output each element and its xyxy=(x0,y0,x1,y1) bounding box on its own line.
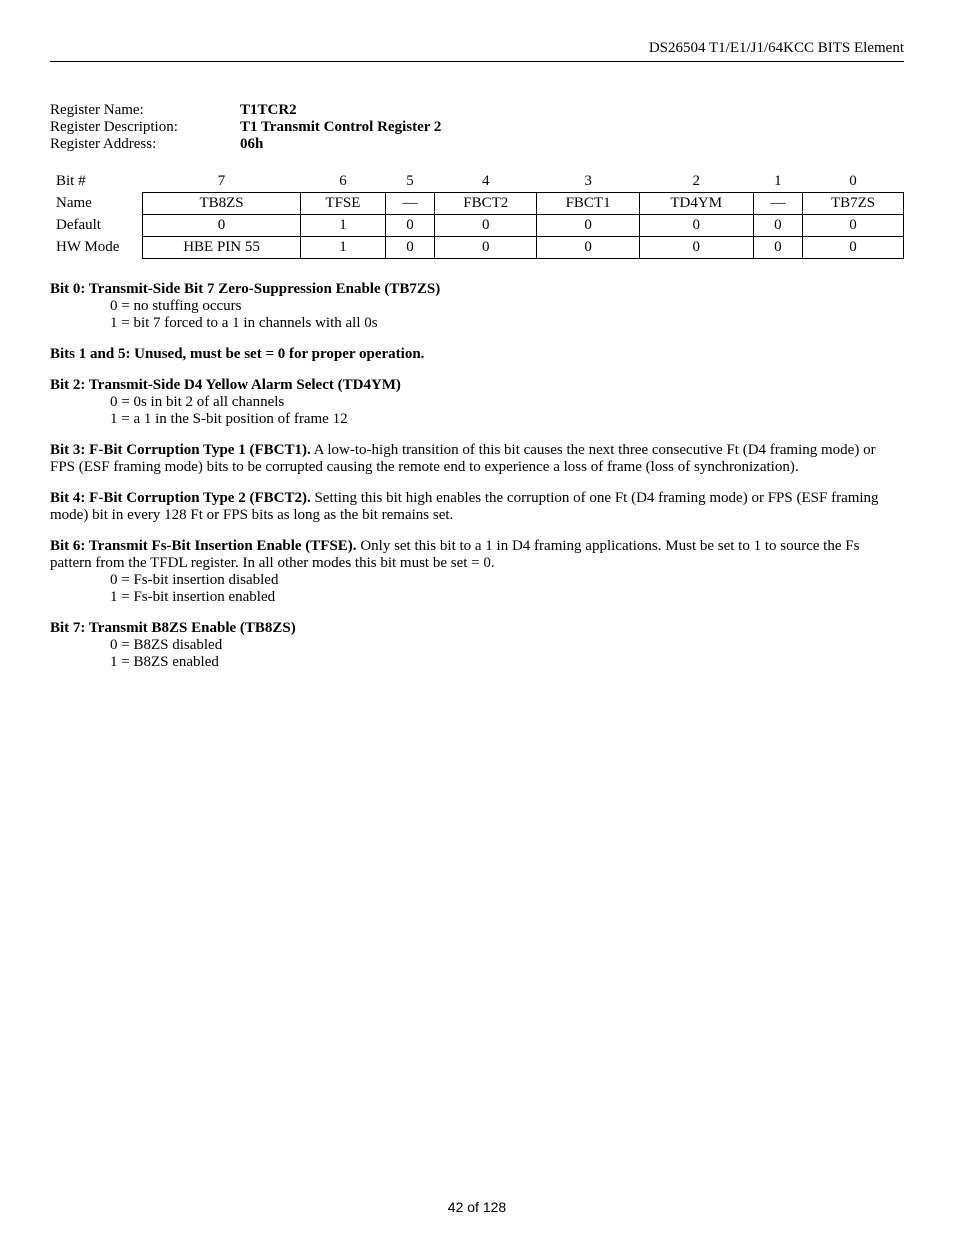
bit-default: 0 xyxy=(753,215,802,237)
bit-default: 0 xyxy=(435,215,537,237)
bit7-title: Bit 7: Transmit B8ZS Enable (TB8ZS) xyxy=(50,620,904,637)
bit-name: FBCT2 xyxy=(435,193,537,215)
bit3-desc: Bit 3: F-Bit Corruption Type 1 (FBCT1). … xyxy=(50,442,904,476)
bit15-desc: Bits 1 and 5: Unused, must be set = 0 fo… xyxy=(50,346,904,363)
bit-name: FBCT1 xyxy=(537,193,639,215)
bit-name: TFSE xyxy=(301,193,386,215)
bit-name: TB8ZS xyxy=(143,193,301,215)
bit7-v1: 1 = B8ZS enabled xyxy=(110,654,904,671)
reg-name-label: Register Name: xyxy=(50,102,240,119)
reg-desc-value: T1 Transmit Control Register 2 xyxy=(240,119,441,136)
table-row: HW Mode HBE PIN 55 1 0 0 0 0 0 0 xyxy=(50,237,904,259)
row-label: Bit # xyxy=(50,171,143,193)
bit-name: TB7ZS xyxy=(803,193,904,215)
bit-table: Bit # 7 6 5 4 3 2 1 0 Name TB8ZS TFSE — … xyxy=(50,171,904,259)
bit-hwmode: 0 xyxy=(385,237,434,259)
bit6-title: Bit 6: Transmit Fs-Bit Insertion Enable … xyxy=(50,538,357,554)
row-label: Name xyxy=(50,193,143,215)
bit-hwmode: 0 xyxy=(435,237,537,259)
bit7-v0: 0 = B8ZS disabled xyxy=(110,637,904,654)
bit-default: 1 xyxy=(301,215,386,237)
bit-default: 0 xyxy=(143,215,301,237)
row-label: Default xyxy=(50,215,143,237)
bit2-v1: 1 = a 1 in the S-bit position of frame 1… xyxy=(110,411,904,428)
bit6-v1: 1 = Fs-bit insertion enabled xyxy=(110,589,904,606)
bit0-v1: 1 = bit 7 forced to a 1 in channels with… xyxy=(110,315,904,332)
bit-hwmode: 0 xyxy=(753,237,802,259)
page-header: DS26504 T1/E1/J1/64KCC BITS Element xyxy=(50,40,904,62)
table-row: Bit # 7 6 5 4 3 2 1 0 xyxy=(50,171,904,193)
bit0-desc: Bit 0: Transmit-Side Bit 7 Zero-Suppress… xyxy=(50,281,904,332)
bit3-title: Bit 3: F-Bit Corruption Type 1 (FBCT1). xyxy=(50,442,311,458)
bit-name: — xyxy=(385,193,434,215)
bit-hwmode: 0 xyxy=(639,237,753,259)
bit-num: 7 xyxy=(143,171,301,193)
page-footer: 42 of 128 xyxy=(0,1199,954,1215)
bit-hwmode: 0 xyxy=(537,237,639,259)
bit-num: 1 xyxy=(753,171,802,193)
bit2-title: Bit 2: Transmit-Side D4 Yellow Alarm Sel… xyxy=(50,377,904,394)
bit4-desc: Bit 4: F-Bit Corruption Type 2 (FBCT2). … xyxy=(50,490,904,524)
bit2-v0: 0 = 0s in bit 2 of all channels xyxy=(110,394,904,411)
reg-name-value: T1TCR2 xyxy=(240,102,297,119)
bit2-desc: Bit 2: Transmit-Side D4 Yellow Alarm Sel… xyxy=(50,377,904,428)
bit-hwmode: 1 xyxy=(301,237,386,259)
bit-num: 2 xyxy=(639,171,753,193)
bit4-title: Bit 4: F-Bit Corruption Type 2 (FBCT2). xyxy=(50,490,311,506)
table-row: Default 0 1 0 0 0 0 0 0 xyxy=(50,215,904,237)
bit15-title: Bits 1 and 5: Unused, must be set = 0 fo… xyxy=(50,346,904,363)
reg-desc-label: Register Description: xyxy=(50,119,240,136)
reg-addr-label: Register Address: xyxy=(50,136,240,153)
bit-name: — xyxy=(753,193,802,215)
bit7-desc: Bit 7: Transmit B8ZS Enable (TB8ZS) 0 = … xyxy=(50,620,904,671)
bit6-desc: Bit 6: Transmit Fs-Bit Insertion Enable … xyxy=(50,538,904,606)
bit-num: 3 xyxy=(537,171,639,193)
register-info: Register Name: T1TCR2 Register Descripti… xyxy=(50,102,904,153)
bit-num: 5 xyxy=(385,171,434,193)
bit0-v0: 0 = no stuffing occurs xyxy=(110,298,904,315)
table-row: Name TB8ZS TFSE — FBCT2 FBCT1 TD4YM — TB… xyxy=(50,193,904,215)
bit-num: 0 xyxy=(803,171,904,193)
bit-default: 0 xyxy=(385,215,434,237)
bit-default: 0 xyxy=(537,215,639,237)
bit0-title: Bit 0: Transmit-Side Bit 7 Zero-Suppress… xyxy=(50,281,904,298)
bit-default: 0 xyxy=(803,215,904,237)
bit-default: 0 xyxy=(639,215,753,237)
bit-num: 6 xyxy=(301,171,386,193)
bit-hwmode: 0 xyxy=(803,237,904,259)
reg-addr-value: 06h xyxy=(240,136,263,153)
bit-name: TD4YM xyxy=(639,193,753,215)
bit-num: 4 xyxy=(435,171,537,193)
row-label: HW Mode xyxy=(50,237,143,259)
bit6-v0: 0 = Fs-bit insertion disabled xyxy=(110,572,904,589)
bit-hwmode: HBE PIN 55 xyxy=(143,237,301,259)
